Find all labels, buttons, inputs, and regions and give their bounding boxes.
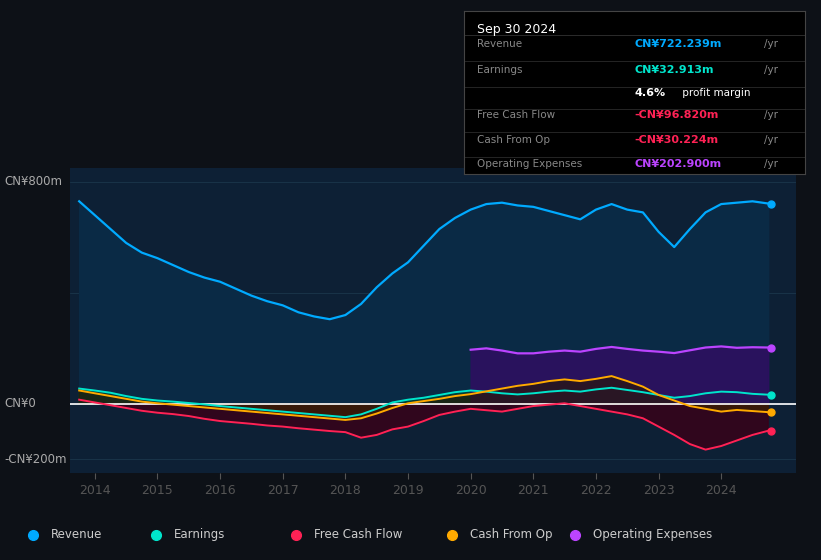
Text: CN¥202.900m: CN¥202.900m [635,159,722,169]
Text: Cash From Op: Cash From Op [470,528,552,542]
Text: /yr: /yr [764,110,777,120]
Text: Operating Expenses: Operating Expenses [593,528,712,542]
Text: Free Cash Flow: Free Cash Flow [314,528,402,542]
Text: Operating Expenses: Operating Expenses [478,159,583,169]
Text: 4.6%: 4.6% [635,87,665,97]
Text: /yr: /yr [764,39,777,49]
Text: -CN¥30.224m: -CN¥30.224m [635,134,718,144]
Text: Revenue: Revenue [478,39,523,49]
Text: Earnings: Earnings [174,528,226,542]
Text: /yr: /yr [764,134,777,144]
Text: -CN¥200m: -CN¥200m [4,453,67,466]
Text: CN¥800m: CN¥800m [4,175,62,188]
Text: Revenue: Revenue [51,528,103,542]
Text: Free Cash Flow: Free Cash Flow [478,110,556,120]
Text: CN¥722.239m: CN¥722.239m [635,39,722,49]
Text: Sep 30 2024: Sep 30 2024 [478,22,557,36]
Text: Earnings: Earnings [478,65,523,75]
Text: -CN¥96.820m: -CN¥96.820m [635,110,718,120]
Text: /yr: /yr [764,159,777,169]
Text: CN¥0: CN¥0 [4,398,36,410]
Text: Cash From Op: Cash From Op [478,134,551,144]
Text: CN¥32.913m: CN¥32.913m [635,65,713,75]
Text: profit margin: profit margin [678,87,750,97]
Text: /yr: /yr [764,65,777,75]
